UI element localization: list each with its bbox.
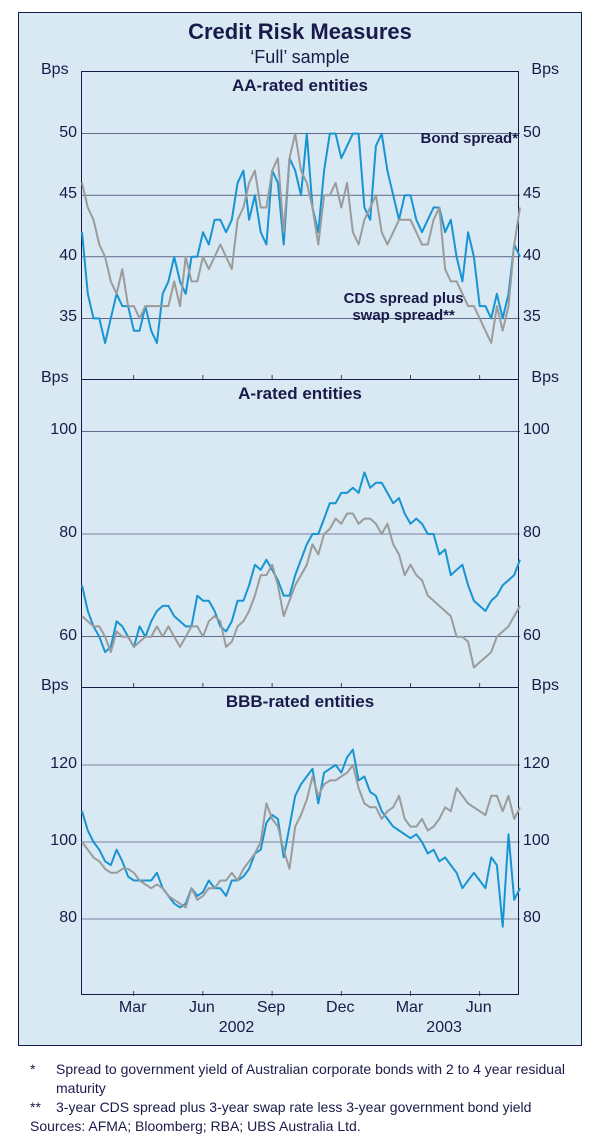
y-tick: 45: [523, 185, 557, 203]
footnote: *Spread to government yield of Australia…: [30, 1060, 582, 1098]
y-tick: 120: [43, 755, 77, 773]
sources: Sources: AFMA; Bloomberg; RBA; UBS Austr…: [30, 1117, 582, 1136]
x-year-label: 2002: [219, 1019, 255, 1037]
y-tick: 50: [43, 124, 77, 142]
y-tick: 80: [43, 524, 77, 542]
y-tick: 100: [43, 421, 77, 439]
x-tick: Mar: [396, 999, 424, 1017]
x-tick: Dec: [326, 999, 354, 1017]
y-tick: 80: [523, 524, 557, 542]
y-tick: 60: [523, 627, 557, 645]
panel-plot: [82, 688, 520, 996]
panel-1: A-rated entities: [81, 379, 519, 687]
y-tick: 80: [43, 909, 77, 927]
y-tick: 100: [523, 832, 557, 850]
y-unit-left: Bps: [41, 61, 69, 79]
y-tick: 35: [43, 308, 77, 326]
series-label: Bond spread*: [394, 130, 544, 147]
panel-2: BBB-rated entities: [81, 687, 519, 995]
x-tick: Mar: [119, 999, 147, 1017]
chart-area: Credit Risk Measures ‘Full’ sample AA-ra…: [18, 12, 582, 1046]
x-tick: Jun: [189, 999, 215, 1017]
y-tick: 45: [43, 185, 77, 203]
x-year-label: 2003: [426, 1019, 462, 1037]
y-tick: 80: [523, 909, 557, 927]
y-unit-right: Bps: [531, 369, 559, 387]
y-tick: 120: [523, 755, 557, 773]
y-tick: 50: [523, 124, 557, 142]
y-tick: 100: [523, 421, 557, 439]
footnote: **3-year CDS spread plus 3-year swap rat…: [30, 1098, 582, 1117]
y-unit-right: Bps: [531, 61, 559, 79]
x-tick: Jun: [466, 999, 492, 1017]
y-unit-right: Bps: [531, 677, 559, 695]
y-tick: 35: [523, 308, 557, 326]
y-tick: 60: [43, 627, 77, 645]
panel-plot: [82, 72, 520, 380]
y-unit-left: Bps: [41, 369, 69, 387]
series-label: CDS spread plusswap spread**: [329, 290, 479, 325]
y-tick: 100: [43, 832, 77, 850]
footnotes: *Spread to government yield of Australia…: [30, 1060, 582, 1136]
series-cds_plus_swap: [82, 514, 520, 668]
chart-title: Credit Risk Measures: [19, 19, 581, 45]
chart-subtitle: ‘Full’ sample: [19, 47, 581, 68]
x-tick: Sep: [257, 999, 285, 1017]
panel-0: AA-rated entitiesBond spread*CDS spread …: [81, 71, 519, 379]
y-tick: 40: [43, 247, 77, 265]
y-unit-left: Bps: [41, 677, 69, 695]
y-tick: 40: [523, 247, 557, 265]
figure-root: Credit Risk Measures ‘Full’ sample AA-ra…: [0, 0, 600, 1146]
series-bond_spread: [82, 750, 520, 927]
panel-plot: [82, 380, 520, 688]
